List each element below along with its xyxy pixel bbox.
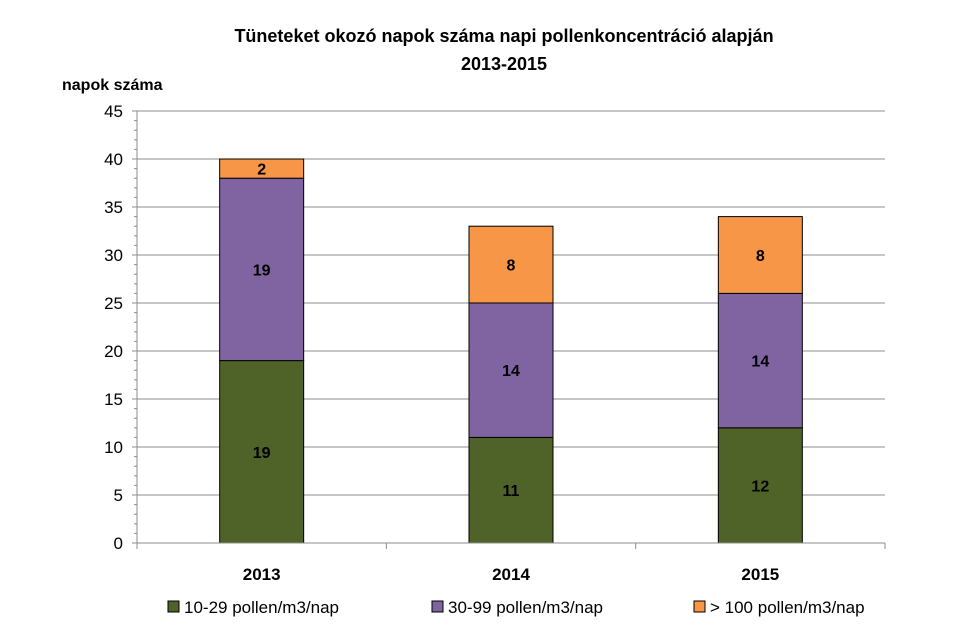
bar-segment [219, 360, 305, 544]
chart-title: Tüneteket okozó napok száma napi pollenk… [234, 26, 773, 46]
data-label: 19 [253, 262, 271, 279]
bars: 19 19 2 11 14 8 12 14 8 [219, 158, 803, 544]
data-label: 12 [751, 478, 769, 495]
legend-swatch [167, 600, 180, 613]
bar-segment [717, 427, 803, 544]
data-label: 8 [756, 248, 765, 265]
y-tick-label: 35 [104, 198, 123, 217]
y-tick-label: 10 [104, 438, 123, 457]
data-label: 11 [503, 483, 520, 500]
y-tick-label: 45 [104, 102, 123, 121]
bar-segment [717, 292, 803, 429]
bar-segment [717, 216, 803, 294]
bar-segment [468, 302, 554, 438]
data-label: 14 [502, 363, 520, 380]
legend-swatch [693, 600, 706, 613]
data-label: 8 [507, 258, 516, 275]
x-tick-label: 2015 [741, 565, 779, 584]
y-tick-label: 0 [114, 534, 123, 553]
y-axis-label: napok száma [62, 77, 163, 94]
x-tick-label: 2014 [492, 565, 530, 584]
data-label: 14 [751, 354, 769, 371]
y-tick-label: 30 [104, 246, 123, 265]
legend: 10-29 pollen/m3/nap 30-99 pollen/m3/nap > … [167, 598, 865, 617]
x-tick-label: 2013 [243, 565, 281, 584]
chart-subtitle: 2013-2015 [461, 54, 547, 74]
bar-segment [468, 225, 554, 304]
data-label: 2 [257, 162, 266, 179]
legend-swatch [431, 600, 444, 613]
y-axis-ticks: 0 5 10 15 20 25 30 35 40 45 [104, 102, 137, 553]
y-tick-label: 15 [104, 390, 123, 409]
y-tick-label: 25 [104, 294, 123, 313]
bar-segment [219, 177, 305, 362]
y-tick-label: 5 [114, 486, 123, 505]
legend-entry: 30-99 pollen/m3/nap [448, 598, 603, 617]
y-tick-label: 20 [104, 342, 123, 361]
y-tick-label: 40 [104, 150, 123, 169]
legend-entry: 10-29 pollen/m3/nap [184, 598, 339, 617]
data-label: 19 [253, 445, 271, 462]
x-axis-ticks: 2013 2014 2015 [136, 543, 886, 584]
axes [136, 111, 885, 544]
bar-segment [219, 158, 305, 179]
legend-entry: > 100 pollen/m3/nap [710, 598, 865, 617]
